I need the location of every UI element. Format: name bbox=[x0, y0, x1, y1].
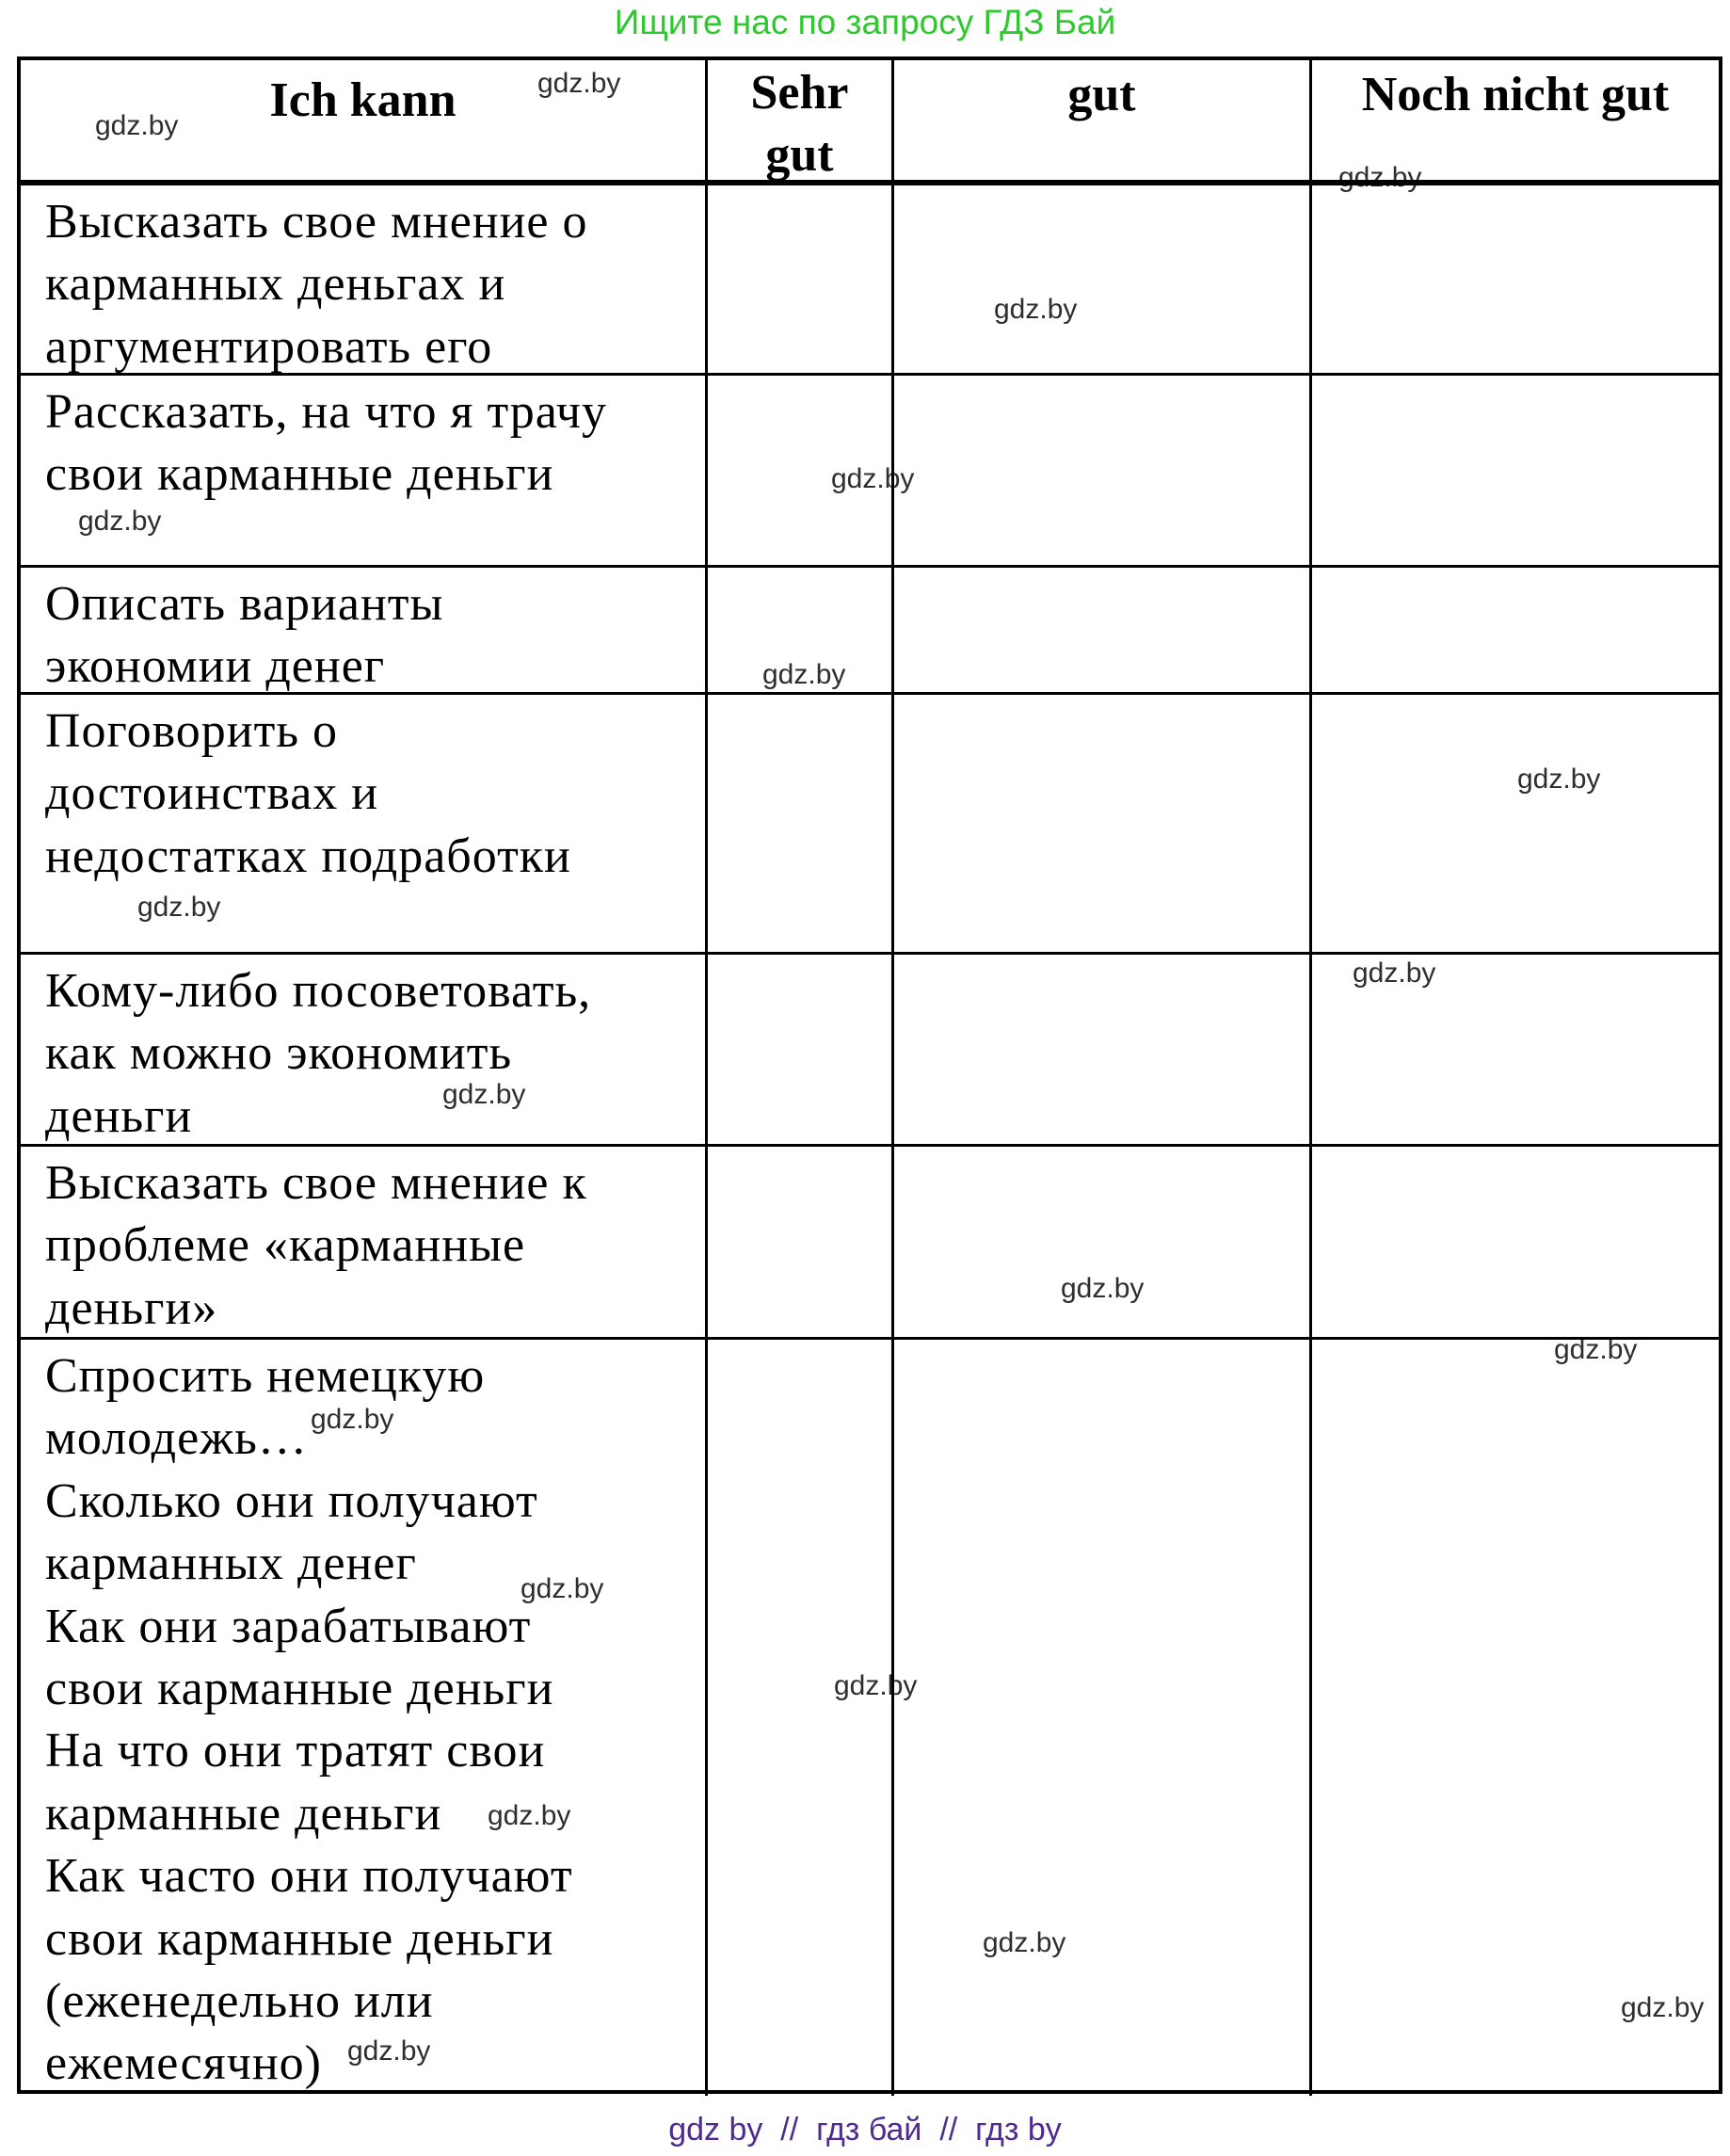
watermark: gdz.by bbox=[488, 1800, 571, 1831]
watermark: gdz.by bbox=[347, 2035, 431, 2067]
rating-cell-noch-nicht-gut bbox=[1312, 185, 1719, 376]
watermark: gdz.by bbox=[831, 463, 915, 494]
rating-cell-sehr-gut bbox=[708, 185, 894, 376]
rating-cell-noch-nicht-gut bbox=[1312, 568, 1719, 695]
rating-cell-gut bbox=[894, 955, 1312, 1147]
header-cell-gut: gut bbox=[894, 60, 1312, 185]
watermark: gdz.by bbox=[834, 1670, 918, 1701]
rating-cell-noch-nicht-gut bbox=[1312, 695, 1719, 955]
watermark: gdz.by bbox=[1061, 1273, 1145, 1304]
watermark: gdz.by bbox=[1353, 957, 1436, 989]
skill-cell: Поговорить о достоинствах и недостатках … bbox=[21, 695, 708, 955]
header-cell-ich-kann: Ich kann bbox=[21, 60, 708, 185]
rating-cell-gut bbox=[894, 695, 1312, 955]
rating-cell-noch-nicht-gut bbox=[1312, 1147, 1719, 1340]
watermark: gdz.by bbox=[1517, 764, 1601, 795]
rating-cell-gut bbox=[894, 568, 1312, 695]
rating-cell-noch-nicht-gut bbox=[1312, 955, 1719, 1147]
watermark: gdz.by bbox=[311, 1404, 394, 1435]
watermark: gdz.by bbox=[762, 659, 846, 690]
rating-cell-sehr-gut bbox=[708, 1147, 894, 1340]
rating-cell-sehr-gut bbox=[708, 955, 894, 1147]
rating-cell-noch-nicht-gut bbox=[1312, 1340, 1719, 2096]
rating-cell-gut bbox=[894, 1340, 1312, 2096]
watermark: gdz.by bbox=[78, 506, 162, 537]
watermark: gdz.by bbox=[983, 1927, 1066, 1958]
footer-text: gdz by // гдз бай // гдз by bbox=[668, 2112, 1062, 2148]
watermark: gdz.by bbox=[442, 1079, 526, 1110]
rating-cell-sehr-gut bbox=[708, 1340, 894, 2096]
watermark: gdz.by bbox=[95, 110, 179, 141]
skill-cell: Кому-либо посоветовать, как можно эконом… bbox=[21, 955, 708, 1147]
watermark: gdz.by bbox=[1621, 1992, 1705, 2023]
watermark: gdz.by bbox=[994, 294, 1078, 325]
rating-cell-gut bbox=[894, 376, 1312, 568]
rating-cell-gut bbox=[894, 185, 1312, 376]
skill-cell: Спросить немецкую молодежь… Сколько они … bbox=[21, 1340, 708, 2096]
assessment-table: Ich kann Sehr gut gut Noch nicht gut Выс… bbox=[17, 56, 1722, 2096]
skill-cell: Описать варианты экономии денег bbox=[21, 568, 708, 695]
header-cell-noch-nicht-gut: Noch nicht gut bbox=[1312, 60, 1719, 185]
rating-cell-sehr-gut bbox=[708, 376, 894, 568]
watermark: gdz.by bbox=[521, 1573, 604, 1604]
rating-cell-sehr-gut bbox=[708, 695, 894, 955]
header-cell-sehr-gut: Sehr gut bbox=[708, 60, 894, 185]
watermark: gdz.by bbox=[137, 892, 221, 923]
skill-cell: Высказать свое мнение о карманных деньга… bbox=[21, 185, 708, 376]
skill-cell: Рассказать, на что я трачу свои карманны… bbox=[21, 376, 708, 568]
rating-cell-sehr-gut bbox=[708, 568, 894, 695]
watermark: gdz.by bbox=[1338, 162, 1422, 193]
rating-cell-noch-nicht-gut bbox=[1312, 376, 1719, 568]
top-banner: Ищите нас по запросу ГДЗ Бай bbox=[614, 3, 1116, 41]
skill-cell: Высказать свое мнение к проблеме «карман… bbox=[21, 1147, 708, 1340]
rating-cell-gut bbox=[894, 1147, 1312, 1340]
watermark: gdz.by bbox=[537, 68, 621, 99]
